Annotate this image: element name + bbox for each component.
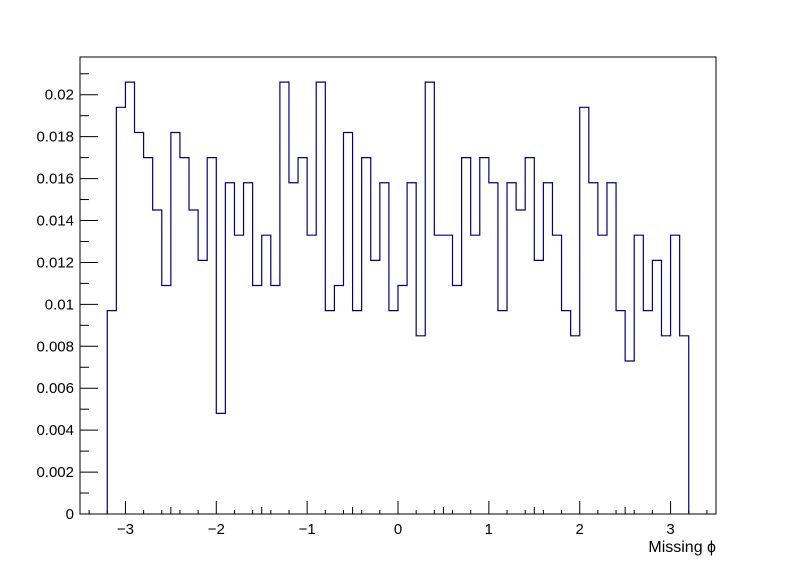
y-tick-label: 0.02: [45, 87, 74, 104]
y-tick-label: 0.008: [36, 338, 74, 355]
x-tick-label: −2: [208, 521, 225, 538]
x-tick-label: −1: [299, 521, 316, 538]
y-tick-label: 0.012: [36, 254, 74, 271]
y-tick-label: 0.016: [36, 171, 74, 188]
y-tick-label: 0.004: [36, 422, 74, 439]
y-tick-label: 0.002: [36, 464, 74, 481]
x-tick-label: −3: [117, 521, 134, 538]
x-tick-label: 2: [576, 521, 584, 538]
y-tick-label: 0.018: [36, 129, 74, 146]
x-tick-label: 1: [485, 521, 493, 538]
x-tick-label: 3: [666, 521, 674, 538]
y-tick-label: 0.014: [36, 213, 74, 230]
x-tick-label: 0: [394, 521, 402, 538]
y-tick-label: 0.006: [36, 380, 74, 397]
x-axis-ticks: −3 −2 −1 0 1 2 3: [79, 501, 717, 538]
y-tick-label: 0: [66, 506, 74, 523]
histogram-outline: [106, 81, 690, 514]
x-axis-title: Missing ϕ: [648, 539, 716, 556]
y-tick-label: 0.01: [45, 296, 74, 313]
y-axis-ticks: 0 0.002 0.004 0.006 0.008 0.01 0.012 0.014 0.016…: [36, 73, 98, 523]
